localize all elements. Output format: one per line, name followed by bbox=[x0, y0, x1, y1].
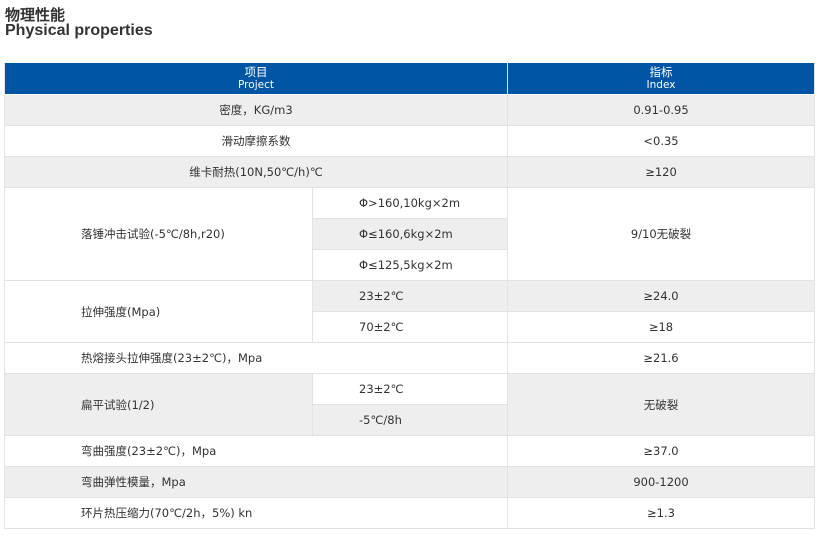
index-cell: ≥37.0 bbox=[507, 435, 815, 467]
index-cell: ≥120 bbox=[507, 156, 815, 188]
index-cell: 0.91-0.95 bbox=[507, 94, 815, 126]
index-cell: 900-1200 bbox=[507, 466, 815, 498]
item-cell: 热熔接头拉伸强度(23±2℃)，Mpa bbox=[4, 342, 508, 374]
table-row: 弯曲强度(23±2℃)，Mpa ≥37.0 bbox=[4, 435, 815, 467]
table-row: 70±2℃ ≥18 bbox=[5, 311, 815, 343]
sub-cell: -5℃/8h bbox=[312, 404, 508, 436]
header-project-en: Project bbox=[238, 78, 274, 91]
table-row: 密度，KG/m3 0.91-0.95 bbox=[4, 94, 815, 126]
sub-cell: 23±2℃ bbox=[312, 373, 508, 405]
item-cell: 落锤冲击试验(-5℃/8h,r20) bbox=[4, 187, 313, 281]
item-cell: 拉伸强度(Mpa) bbox=[4, 280, 313, 343]
index-cell: ≥24.0 bbox=[507, 280, 815, 312]
item-cell: 环片热压缩力(70℃/2h，5%) kn bbox=[4, 497, 508, 529]
index-cell: <0.35 bbox=[507, 125, 815, 157]
table-row: Φ≤125,5kg×2m bbox=[5, 249, 815, 281]
index-cell: 9/10无破裂 bbox=[507, 187, 815, 281]
table-row: 落锤冲击试验(-5℃/8h,r20) Φ>160,10kg×2m 9/10无破裂 bbox=[4, 187, 815, 281]
item-cell: 扁平试验(1/2) bbox=[4, 373, 313, 436]
header-index-en: Index bbox=[646, 78, 676, 91]
table-row: 扁平试验(1/2) 23±2℃ 无破裂 bbox=[4, 373, 815, 436]
properties-table: 项目 Project 指标 Index 密度，KG/m3 0.91-0.95 滑动摩擦… bbox=[4, 62, 815, 529]
sub-cell: Φ>160,10kg×2m bbox=[312, 187, 508, 219]
item-cell: 弯曲强度(23±2℃)，Mpa bbox=[4, 435, 508, 467]
table-header: 项目 Project 指标 Index bbox=[4, 62, 815, 95]
item-cell: 弯曲弹性模量，Mpa bbox=[4, 466, 508, 498]
sub-cell: Φ≤160,6kg×2m bbox=[312, 218, 508, 250]
header-project-cn: 项目 bbox=[244, 64, 268, 79]
table-row: 滑动摩擦系数 <0.35 bbox=[4, 125, 815, 157]
index-cell: ≥18 bbox=[507, 311, 815, 343]
header-index-cn: 指标 bbox=[649, 64, 673, 79]
sub-cell: Φ≤125,5kg×2m bbox=[312, 249, 508, 281]
index-cell: 无破裂 bbox=[507, 373, 815, 436]
sub-cell: 23±2℃ bbox=[312, 280, 508, 312]
item-cell: 维卡耐热(10N,50℃/h)℃ bbox=[4, 156, 508, 188]
item-cell: 密度，KG/m3 bbox=[4, 94, 508, 126]
table-row: 拉伸强度(Mpa) 23±2℃ ≥24.0 bbox=[4, 280, 815, 343]
index-cell: ≥21.6 bbox=[507, 342, 815, 374]
sub-cell: 70±2℃ bbox=[312, 311, 508, 343]
table-row: 热熔接头拉伸强度(23±2℃)，Mpa ≥21.6 bbox=[4, 342, 815, 374]
section-title-cn: 物理性能 bbox=[5, 6, 66, 24]
table-row: 弯曲弹性模量，Mpa 900-1200 bbox=[4, 466, 815, 498]
section-title-en: Physical properties bbox=[5, 22, 153, 39]
header-project: 项目 Project bbox=[4, 62, 508, 95]
index-cell: ≥1.3 bbox=[507, 497, 815, 529]
header-index: 指标 Index bbox=[507, 62, 815, 95]
table-row: 维卡耐热(10N,50℃/h)℃ ≥120 bbox=[4, 156, 815, 188]
item-cell: 滑动摩擦系数 bbox=[4, 125, 508, 157]
table-row: 环片热压缩力(70℃/2h，5%) kn ≥1.3 bbox=[4, 497, 815, 529]
table-row: -5℃/8h bbox=[5, 404, 815, 436]
